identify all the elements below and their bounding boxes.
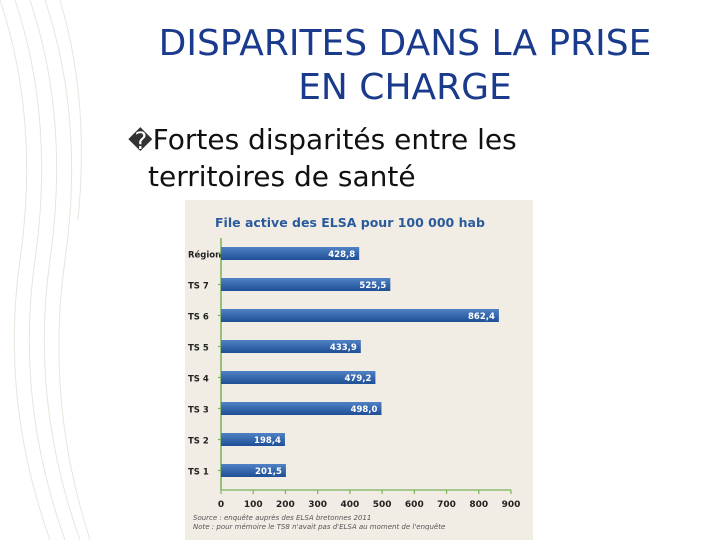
x-tick-label: 900 [502,500,521,510]
x-tick-label: 200 [276,500,295,510]
category-label: TS 1 [188,468,209,478]
bullet-text-line-1: Fortes disparités entre les [152,123,517,156]
bar-value-label: 479,2 [345,374,372,384]
category-label: Région [188,250,221,261]
x-tick-label: 400 [340,500,359,510]
bar-value-label: 198,4 [254,436,281,446]
slide-title-line-2: EN CHARGE [298,67,512,108]
x-tick-label: 500 [373,500,392,510]
bar-chart-panel: File active des ELSA pour 100 000 hab Rég… [185,200,533,540]
chart-footnote: Note : pour mémoire le TS8 n'avait pas d… [193,523,445,531]
decorative-corner-pattern [0,0,90,540]
bullet-text-line-2: territoires de santé [148,160,416,193]
bar [221,309,499,322]
bar-value-label: 525,5 [359,281,386,291]
x-tick-label: 100 [244,500,263,510]
category-label: TS 2 [188,437,209,447]
category-label: TS 6 [188,313,209,323]
bar [221,340,361,353]
category-label: TS 3 [188,406,209,416]
x-tick-label: 300 [308,500,327,510]
bar-value-label: 428,8 [328,250,355,260]
bar-chart: File active des ELSA pour 100 000 hab Rég… [188,215,521,531]
bar-value-label: 862,4 [468,312,495,322]
bar [221,371,376,384]
bullet-icon: � [128,127,153,155]
bar [221,433,285,446]
bullet-point: �Fortes disparités entre les territoires… [128,122,688,195]
bar [221,247,360,260]
slide-title: DISPARITES DANS LA PRISE EN CHARGE [110,22,700,110]
category-label: TS 4 [188,375,209,385]
bar-value-label: 201,5 [255,467,282,477]
slide-title-line-1: DISPARITES DANS LA PRISE [158,23,652,64]
bar [221,278,391,291]
x-tick-label: 0 [218,500,224,510]
category-label: TS 5 [188,344,209,354]
x-tick-label: 600 [405,500,424,510]
bar-value-label: 498,0 [351,405,378,415]
bar [221,464,286,477]
x-tick-label: 700 [437,500,456,510]
bar [221,402,382,415]
x-tick-label: 800 [469,500,488,510]
category-label: TS 7 [188,282,209,292]
chart-source-note: Source : enquête auprès des ELSA bretonn… [193,514,371,522]
bar-value-label: 433,9 [330,343,357,353]
chart-title: File active des ELSA pour 100 000 hab [215,215,485,230]
